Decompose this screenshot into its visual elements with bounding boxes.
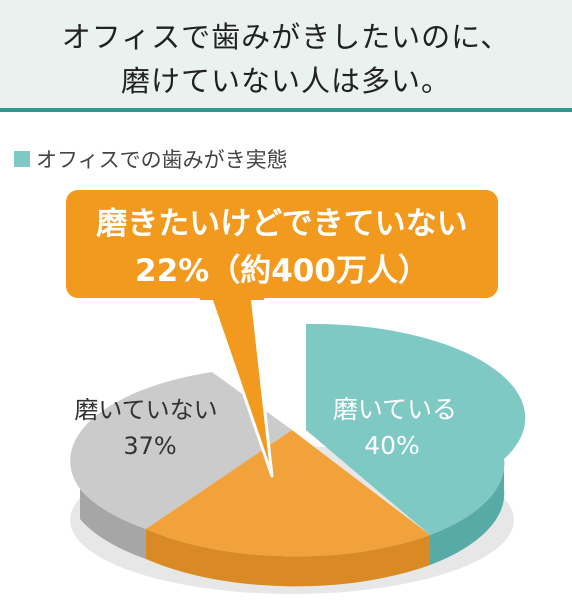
legend-label: オフィスでの歯みがき実態 — [36, 148, 288, 172]
label-brushing-pct: 40% — [364, 431, 420, 460]
legend-swatch — [14, 151, 30, 167]
title-banner: オフィスで歯みがきしたいのに、 磨けていない人は多い。 — [0, 0, 572, 112]
label-not-brushing-name: 磨いていない — [74, 396, 217, 424]
slice-side-brushing — [430, 459, 505, 565]
slice-side-want-not — [146, 529, 430, 587]
slice-side-not-brushing — [80, 489, 146, 559]
label-brushing-name: 磨いている — [333, 395, 457, 424]
callout-box — [66, 190, 498, 298]
slice-brushing — [306, 323, 526, 535]
title-line-1: オフィスで歯みがきしたいのに、 — [61, 20, 511, 54]
callout-line-2: 22%（約400万人） — [135, 253, 429, 289]
title-line-2: 磨けていない人は多い。 — [120, 64, 451, 98]
legend: オフィスでの歯みがき実態 — [14, 146, 288, 172]
pie-sides — [80, 459, 505, 587]
pie-top — [70, 323, 526, 557]
label-not-brushing-pct: 37% — [123, 432, 176, 460]
slice-not-brushing — [70, 372, 292, 529]
slice-want-not — [146, 430, 430, 557]
callout-line-1: 磨きたいけどできていない — [96, 206, 467, 242]
callout: 磨きたいけどできていない 22%（約400万人） — [66, 190, 498, 478]
